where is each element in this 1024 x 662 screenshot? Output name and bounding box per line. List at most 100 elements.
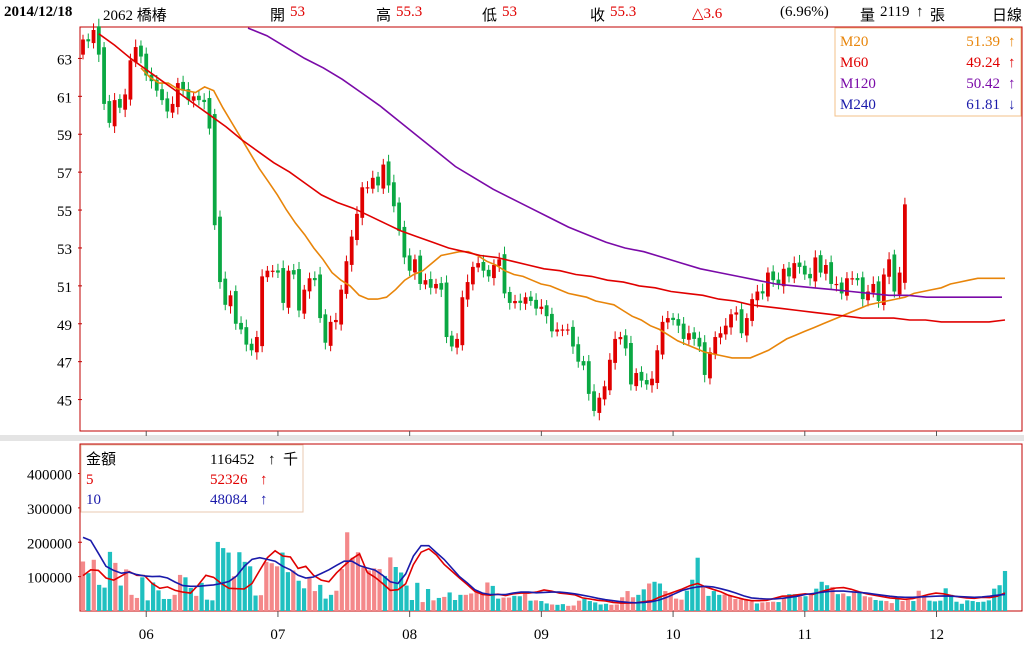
amount-bar: [183, 577, 188, 611]
month-tick-label: 10: [666, 627, 681, 643]
amount-bar: [393, 567, 398, 611]
amount-bar: [415, 582, 420, 611]
candle-body: [544, 305, 549, 317]
amount-bar: [275, 566, 280, 611]
amount-bar: [905, 600, 911, 611]
amount-bar: [862, 596, 867, 611]
legend-m240-arrow-icon: ↓: [1008, 97, 1016, 113]
candle-body: [787, 267, 791, 277]
amount-bar: [479, 592, 485, 611]
candle-body: [413, 259, 417, 273]
candle-body: [660, 321, 665, 355]
candle-body: [760, 291, 765, 294]
amount-bar: [992, 588, 997, 611]
amount-bar: [965, 600, 970, 611]
amount-bar: [851, 592, 857, 611]
amount-bar: [744, 600, 749, 611]
amount-bar: [161, 598, 166, 611]
amount-bar: [895, 597, 900, 611]
candle-body: [565, 329, 570, 331]
candle-body: [91, 30, 96, 44]
candle-body: [629, 342, 633, 385]
amount-bar: [652, 581, 657, 611]
ma-line-m60: [98, 33, 1006, 323]
amount-bar: [781, 598, 787, 611]
amount-bar: [145, 600, 150, 611]
legend-amount-value: 116452: [210, 452, 254, 468]
open-value: 53: [290, 4, 305, 20]
amount-bar: [361, 567, 366, 611]
amount-bar: [258, 595, 264, 611]
legend-ma10-arrow-icon: ↑: [260, 492, 268, 508]
candle-body: [465, 282, 470, 300]
legend-m20-value: 51.39: [966, 34, 1000, 50]
candle-body: [792, 263, 797, 279]
candle-body: [128, 60, 133, 100]
candle-body: [655, 350, 660, 383]
amount-bar: [523, 593, 528, 611]
candle-body: [212, 114, 217, 226]
price-y-axis: 45 47 49 51 53 55 57 59 61 63: [57, 52, 82, 410]
legend-m60-arrow-icon: ↑: [1008, 55, 1016, 71]
amount-bar: [776, 602, 781, 611]
candle-body: [523, 297, 528, 304]
candle-body: [181, 81, 185, 91]
candle-body: [117, 98, 122, 108]
amount-bar: [819, 581, 824, 611]
amount-bar: [787, 594, 792, 611]
price-tick-label: 49: [57, 318, 72, 334]
candle-body: [602, 386, 607, 400]
amount-bar: [264, 561, 269, 611]
amount-bar: [620, 597, 625, 611]
candle-body: [808, 273, 812, 279]
candle-body: [434, 283, 438, 289]
amount-bar: [792, 594, 797, 611]
candle-body: [855, 277, 860, 281]
low-value: 53: [502, 4, 517, 20]
amount-legend: 金額 116452 ↑ 千 5 52326 ↑ 10 48084 ↑: [80, 444, 304, 513]
volume-arrow-icon: ↑: [916, 4, 924, 20]
amount-bar: [425, 589, 431, 611]
amount-bar: [231, 576, 237, 611]
amount-bar: [889, 603, 894, 611]
amount-tick-label: 100000: [27, 571, 72, 587]
candle-body: [723, 325, 728, 335]
candle-body: [887, 259, 891, 277]
legend-ma10-value: 48084: [210, 492, 248, 508]
amount-bar: [366, 570, 371, 611]
amount-bar: [80, 561, 86, 611]
price-x-ticks: [145, 431, 938, 436]
candle-body: [497, 259, 502, 266]
price-tick-label: 53: [57, 242, 72, 258]
candle-body: [297, 269, 301, 311]
amount-bar: [798, 596, 803, 611]
price-tick-label: 63: [57, 52, 72, 68]
legend-m240-value: 61.81: [966, 97, 1000, 113]
amount-tick-label: 300000: [27, 502, 72, 518]
open-label: 開: [270, 8, 286, 24]
amount-bar: [194, 595, 199, 611]
candle-body: [539, 306, 544, 309]
ma-line-m20: [140, 67, 1005, 359]
candle-body: [291, 270, 296, 275]
candle-body: [755, 291, 760, 301]
month-tick-label: 08: [402, 627, 417, 643]
candle-body: [449, 335, 454, 347]
amount-bar: [722, 594, 727, 611]
panel-splitter[interactable]: [0, 435, 1024, 441]
candle-body: [318, 274, 322, 319]
legend-m120-value: 50.42: [966, 76, 1000, 92]
legend-m120-label: M120: [840, 76, 876, 92]
candle-body: [607, 359, 612, 391]
month-tick-label: 12: [929, 627, 944, 643]
candle-body: [407, 255, 412, 271]
amount-bar: [156, 590, 161, 611]
amount-bar: [436, 597, 441, 611]
amount-bar: [830, 586, 835, 611]
candle-body: [518, 300, 523, 303]
amount-bar: [463, 594, 468, 611]
amount-bar: [981, 601, 986, 611]
candle-body: [455, 338, 459, 348]
amount-bar: [167, 598, 172, 611]
